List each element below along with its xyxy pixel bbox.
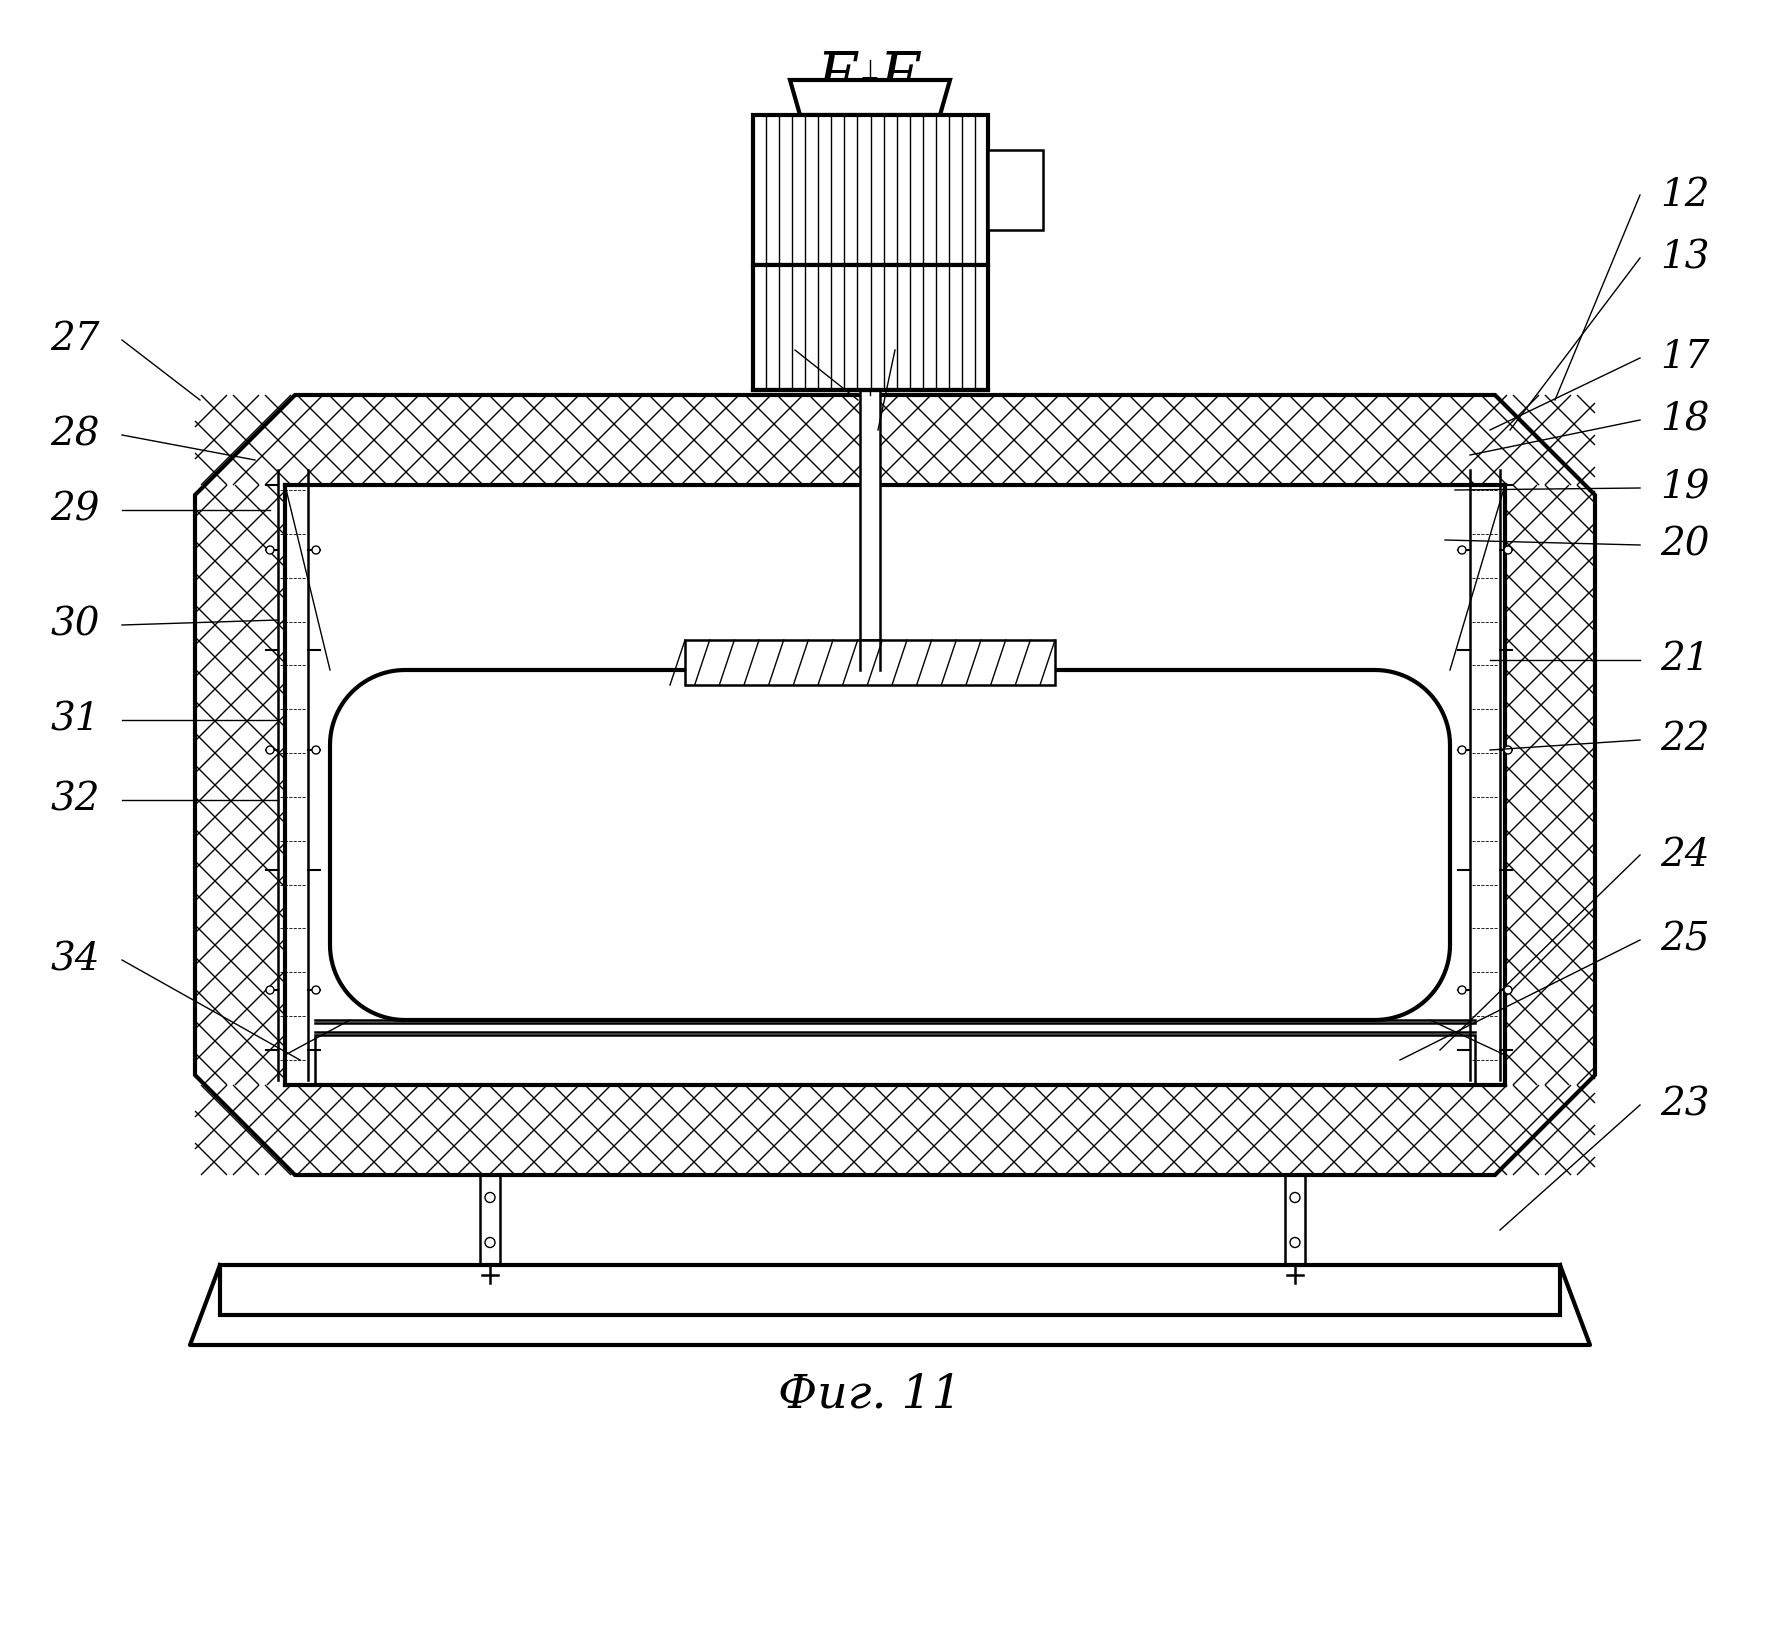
Circle shape (1504, 746, 1513, 754)
Text: 28: 28 (50, 416, 100, 453)
Polygon shape (194, 394, 1595, 1175)
Text: 13: 13 (1659, 240, 1709, 276)
Polygon shape (330, 670, 1450, 1020)
Text: 23: 23 (1659, 1086, 1709, 1124)
Circle shape (312, 986, 319, 994)
Circle shape (485, 1193, 494, 1203)
Text: 25: 25 (1659, 922, 1709, 958)
Circle shape (266, 746, 275, 754)
Circle shape (485, 1237, 494, 1247)
Bar (685, 641, 1054, 685)
Circle shape (1290, 1237, 1301, 1247)
Circle shape (266, 986, 275, 994)
Text: 24: 24 (1659, 836, 1709, 874)
Bar (219, 1265, 1559, 1314)
Circle shape (1458, 986, 1466, 994)
Text: 20: 20 (1659, 526, 1709, 564)
Circle shape (312, 545, 319, 554)
Circle shape (1458, 545, 1466, 554)
Bar (860, 389, 880, 641)
Bar (753, 115, 988, 265)
Polygon shape (285, 485, 1506, 1084)
Text: Фиг. 11: Фиг. 11 (778, 1372, 962, 1418)
Text: 34: 34 (50, 941, 100, 979)
Text: E-E: E-E (817, 49, 922, 107)
Bar (753, 265, 988, 389)
Text: 26: 26 (871, 319, 921, 357)
Text: 32: 32 (50, 782, 100, 818)
Text: 10: 10 (771, 319, 821, 357)
Circle shape (1504, 545, 1513, 554)
Circle shape (1290, 1193, 1301, 1203)
Text: 22: 22 (1659, 721, 1709, 759)
Bar (316, 1035, 1475, 1084)
Text: 12: 12 (1659, 176, 1709, 214)
Circle shape (312, 746, 319, 754)
Text: 17: 17 (1659, 340, 1709, 376)
Text: 27: 27 (50, 322, 100, 358)
Bar (988, 150, 1044, 230)
Text: 19: 19 (1659, 470, 1709, 506)
Polygon shape (790, 81, 951, 115)
Circle shape (1504, 986, 1513, 994)
Circle shape (266, 545, 275, 554)
Text: 31: 31 (50, 702, 100, 738)
Text: 30: 30 (50, 606, 100, 644)
Text: 21: 21 (1659, 641, 1709, 679)
Text: 29: 29 (50, 491, 100, 529)
Circle shape (1458, 746, 1466, 754)
Bar (860, 641, 881, 670)
Text: 18: 18 (1659, 401, 1709, 439)
